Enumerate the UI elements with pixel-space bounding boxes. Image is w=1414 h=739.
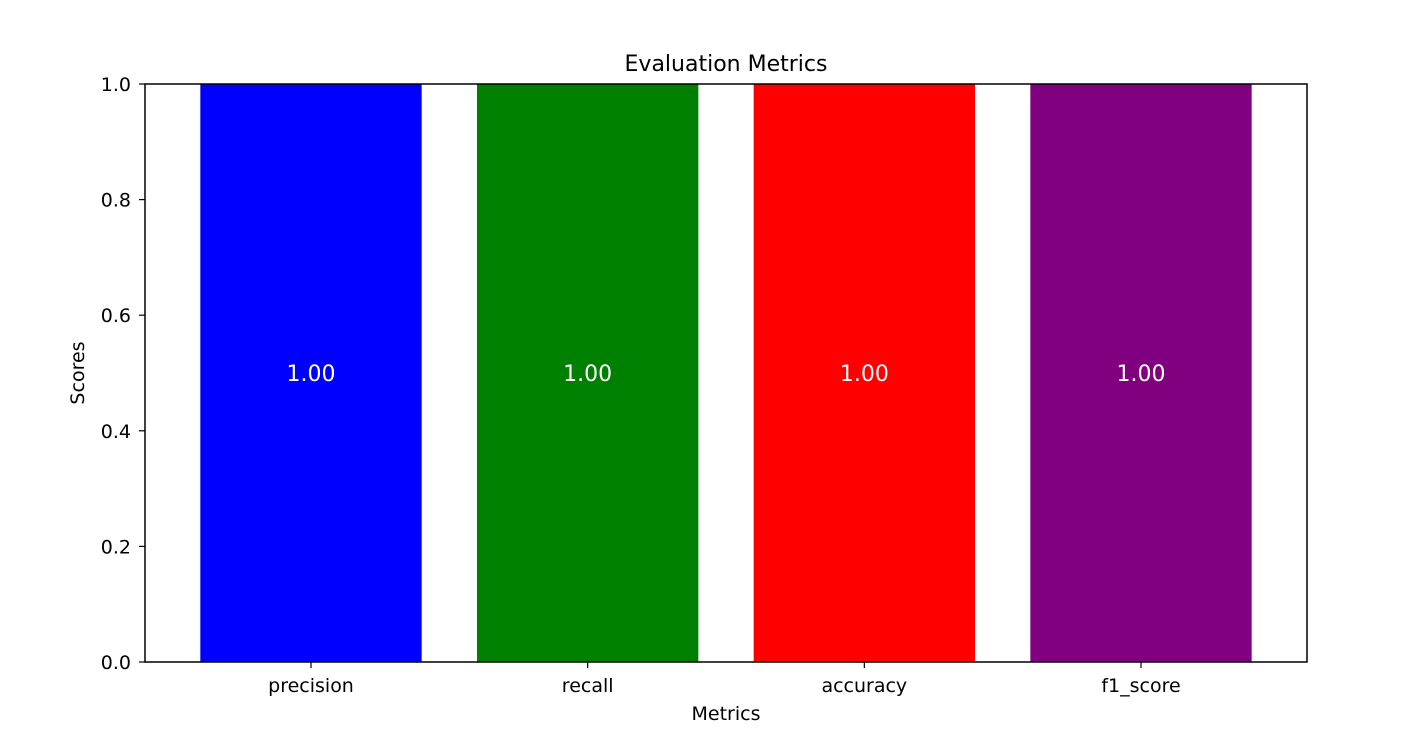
x-tick-label: f1_score [1101, 675, 1180, 697]
x-tick-label: accuracy [821, 675, 907, 697]
chart-title: Evaluation Metrics [625, 52, 828, 77]
y-axis-label: Scores [67, 341, 89, 404]
y-axis: 0.0 0.2 0.4 0.6 0.8 1.0 [101, 74, 145, 674]
y-tick-label: 0.6 [101, 305, 131, 327]
y-tick-label: 0.8 [101, 190, 131, 212]
data-label-f1_score: 1.00 [1117, 362, 1166, 387]
x-axis-label: Metrics [692, 703, 761, 725]
x-tick-label: precision [268, 675, 354, 697]
y-tick-label: 1.0 [101, 74, 131, 96]
bar-accuracy [753, 84, 975, 662]
plot-area-frame [144, 83, 1308, 663]
bar-f1_score [1030, 84, 1252, 662]
data-label-precision: 1.00 [287, 362, 336, 387]
x-axis: precision recall accuracy f1_score [268, 662, 1181, 697]
data-labels-layer: 1.00 1.00 1.00 1.00 [287, 362, 1166, 387]
bar-recall [477, 84, 699, 662]
bars-layer [200, 84, 1252, 662]
data-label-recall: 1.00 [563, 362, 612, 387]
y-tick-label: 0.4 [101, 421, 131, 443]
y-tick-label: 0.0 [101, 652, 131, 674]
data-label-accuracy: 1.00 [840, 362, 889, 387]
y-tick-label: 0.2 [101, 536, 131, 558]
bar-precision [200, 84, 422, 662]
x-tick-label: recall [562, 675, 614, 697]
